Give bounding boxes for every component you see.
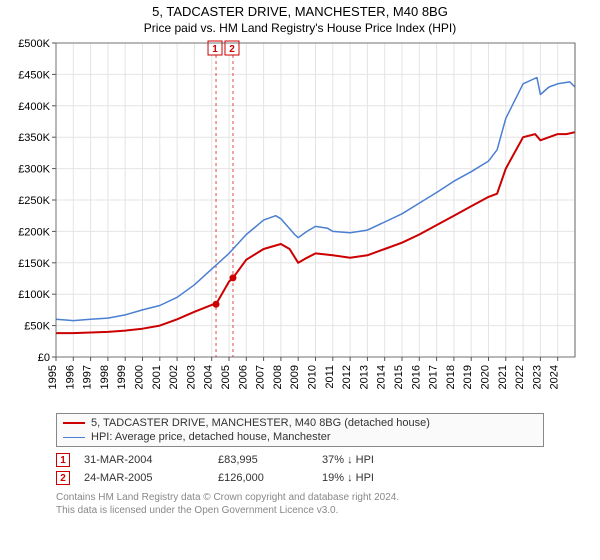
svg-text:£450K: £450K — [18, 69, 50, 81]
svg-text:2004: 2004 — [203, 365, 215, 389]
svg-text:2020: 2020 — [480, 365, 492, 389]
legend-row: HPI: Average price, detached house, Manc… — [63, 430, 537, 444]
svg-text:2001: 2001 — [151, 365, 163, 389]
svg-text:2016: 2016 — [410, 365, 422, 389]
marker-badge: 1 — [56, 453, 70, 467]
svg-text:2012: 2012 — [341, 365, 353, 389]
svg-text:2008: 2008 — [272, 365, 284, 389]
svg-text:2014: 2014 — [376, 365, 388, 389]
svg-text:2024: 2024 — [549, 365, 561, 389]
price-chart: £0 £50K £100K £150K £200K £250K £300K £350K £400… — [10, 37, 585, 407]
svg-text:£300K: £300K — [18, 164, 50, 176]
footer-attribution: Contains HM Land Registry data © Crown c… — [56, 491, 544, 517]
footer-line1: Contains HM Land Registry data © Crown c… — [56, 491, 544, 504]
marker-date: 31-MAR-2004 — [84, 454, 204, 466]
svg-text:2003: 2003 — [185, 365, 197, 389]
svg-text:2: 2 — [229, 44, 235, 55]
legend-label: HPI: Average price, detached house, Manc… — [91, 431, 331, 443]
svg-text:2022: 2022 — [514, 365, 526, 389]
legend-swatch — [63, 422, 85, 424]
marker-badge: 2 — [56, 471, 70, 485]
svg-text:£400K: £400K — [18, 101, 50, 113]
svg-text:£150K: £150K — [18, 258, 50, 270]
legend-swatch — [63, 437, 85, 438]
marker-price: £83,995 — [218, 454, 308, 466]
svg-text:2011: 2011 — [324, 365, 336, 389]
svg-text:1998: 1998 — [99, 365, 111, 389]
svg-text:2017: 2017 — [428, 365, 440, 389]
footer-line2: This data is licensed under the Open Gov… — [56, 504, 544, 517]
svg-text:1997: 1997 — [82, 365, 94, 389]
svg-text:1: 1 — [212, 44, 218, 55]
svg-text:£350K: £350K — [18, 132, 50, 144]
svg-text:£50K: £50K — [24, 321, 50, 333]
svg-text:1999: 1999 — [116, 365, 128, 389]
svg-text:1996: 1996 — [64, 365, 76, 389]
svg-text:2005: 2005 — [220, 365, 232, 389]
chart-area: £0 £50K £100K £150K £200K £250K £300K £350K £400… — [10, 37, 585, 407]
chart-title-sub: Price paid vs. HM Land Registry's House … — [0, 19, 600, 37]
svg-text:£500K: £500K — [18, 38, 50, 50]
legend-box: 5, TADCASTER DRIVE, MANCHESTER, M40 8BG … — [56, 413, 544, 447]
svg-text:2019: 2019 — [462, 365, 474, 389]
svg-text:£200K: £200K — [18, 226, 50, 238]
chart-title-address: 5, TADCASTER DRIVE, MANCHESTER, M40 8BG — [0, 0, 600, 19]
marker-date: 24-MAR-2005 — [84, 472, 204, 484]
markers-table: 1 31-MAR-2004 £83,995 37% ↓ HPI 2 24-MAR-2005… — [56, 451, 544, 487]
svg-text:2015: 2015 — [393, 365, 405, 389]
svg-text:2006: 2006 — [237, 365, 249, 389]
svg-text:2023: 2023 — [531, 365, 543, 389]
legend-row: 5, TADCASTER DRIVE, MANCHESTER, M40 8BG … — [63, 416, 537, 430]
svg-text:£250K: £250K — [18, 195, 50, 207]
svg-text:£0: £0 — [38, 352, 50, 364]
svg-text:1995: 1995 — [47, 365, 59, 389]
marker-row: 2 24-MAR-2005 £126,000 19% ↓ HPI — [56, 469, 544, 487]
legend-label: 5, TADCASTER DRIVE, MANCHESTER, M40 8BG … — [91, 417, 430, 429]
svg-text:2000: 2000 — [134, 365, 146, 389]
marker-price: £126,000 — [218, 472, 308, 484]
svg-text:2018: 2018 — [445, 365, 457, 389]
svg-text:2013: 2013 — [358, 365, 370, 389]
marker-pct: 37% ↓ HPI — [322, 454, 412, 466]
svg-text:£100K: £100K — [18, 289, 50, 301]
svg-text:2002: 2002 — [168, 365, 180, 389]
svg-text:2021: 2021 — [497, 365, 509, 389]
svg-text:2009: 2009 — [289, 365, 301, 389]
svg-text:2010: 2010 — [307, 365, 319, 389]
marker-pct: 19% ↓ HPI — [322, 472, 412, 484]
marker-row: 1 31-MAR-2004 £83,995 37% ↓ HPI — [56, 451, 544, 469]
svg-text:2007: 2007 — [255, 365, 267, 389]
